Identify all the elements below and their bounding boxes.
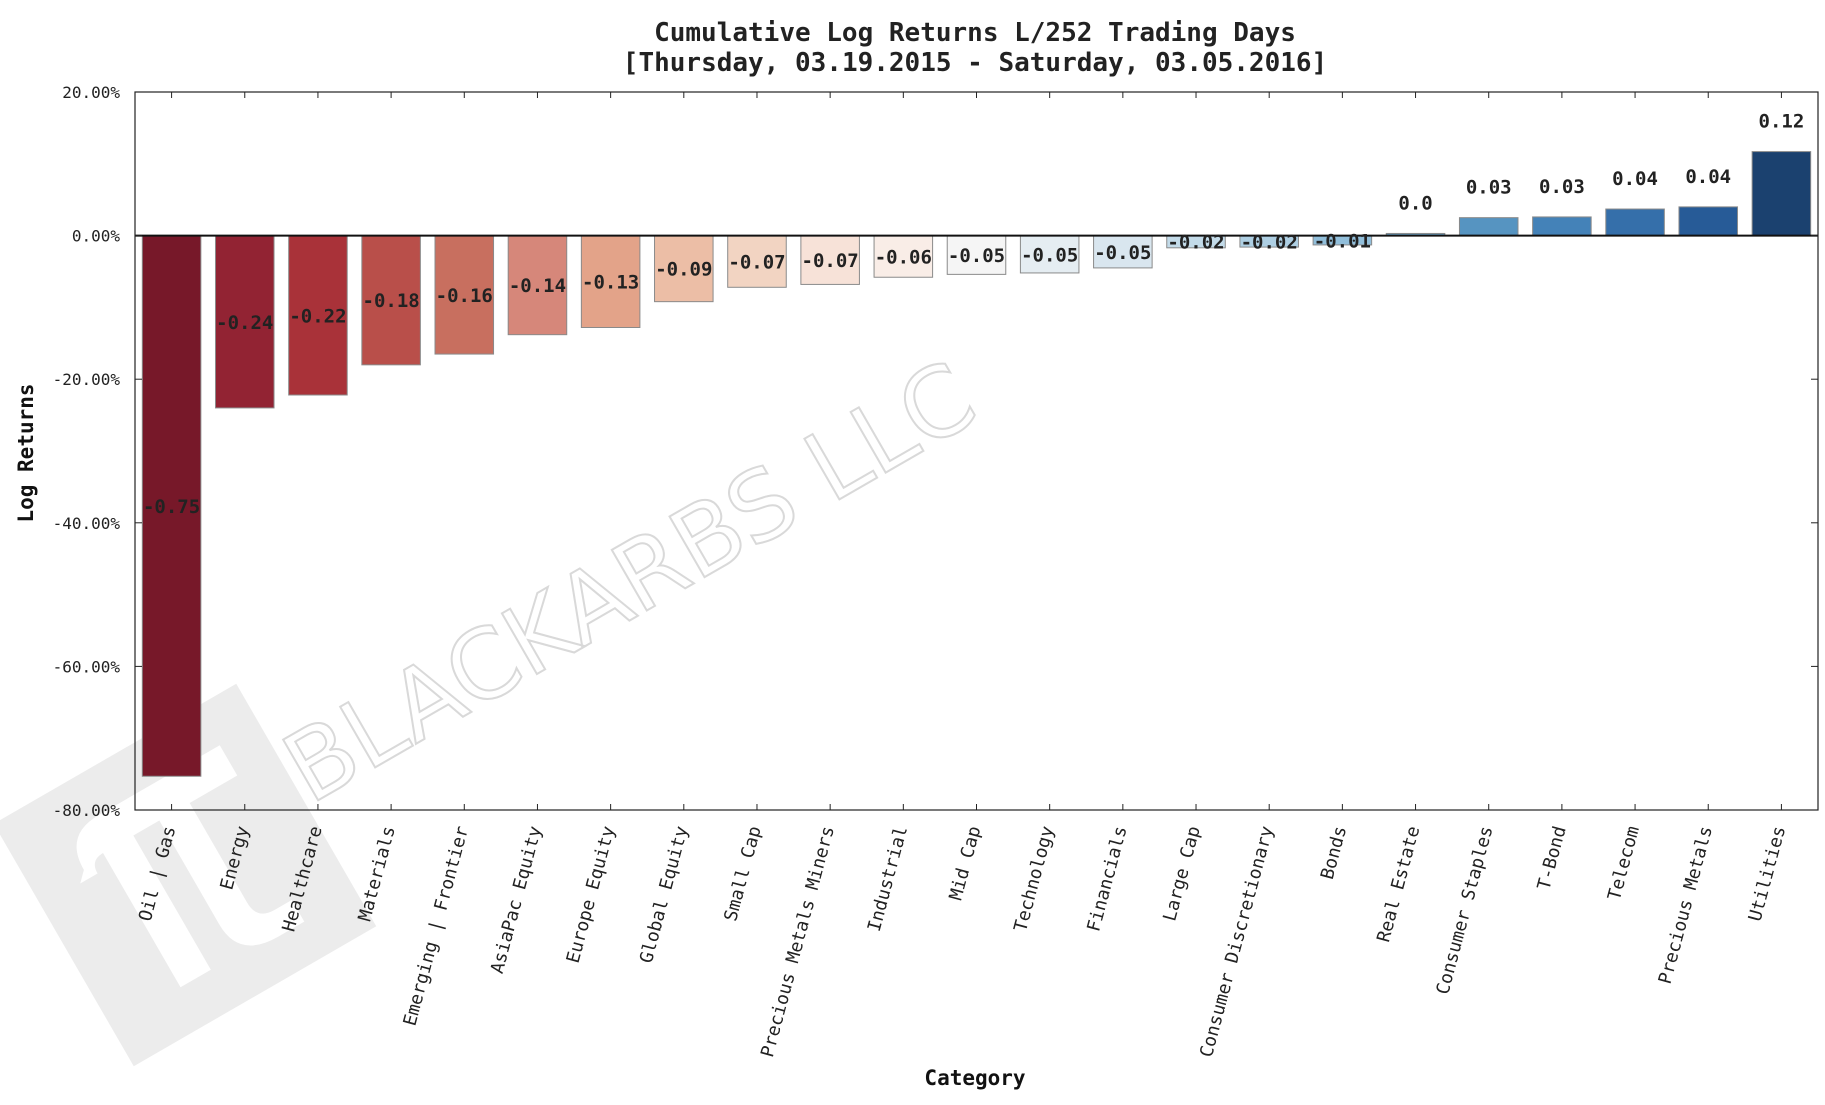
bar-4 — [434, 235, 495, 355]
category-label: AsiaPac Equity — [487, 824, 547, 976]
bar-6 — [580, 235, 641, 329]
data-label: -0.02 — [1167, 232, 1224, 254]
y-tick-label: -60.00% — [53, 657, 121, 676]
category-label: Telecom — [1604, 824, 1644, 903]
data-label: 0.03 — [1539, 176, 1585, 198]
data-label: -0.09 — [655, 259, 712, 281]
category-label: Precious Metals Miners — [757, 824, 839, 1060]
data-label: -0.24 — [216, 312, 273, 334]
data-label: -0.07 — [802, 250, 859, 272]
bar-0 — [141, 235, 202, 777]
data-label: 0.04 — [1612, 168, 1658, 190]
chart-subtitle: [Thursday, 03.19.2015 - Saturday, 03.05.… — [623, 48, 1327, 78]
category-label: Global Equity — [636, 824, 693, 966]
category-label: Real Estate — [1373, 824, 1424, 945]
category-label: Technology — [1010, 824, 1058, 934]
category-label: Large Cap — [1159, 824, 1205, 924]
data-label: -0.07 — [728, 251, 785, 273]
category-label: Emerging | Frontier — [400, 824, 474, 1028]
y-tick-label: -80.00% — [53, 801, 121, 820]
data-label: -0.16 — [436, 285, 493, 307]
data-label: -0.18 — [363, 290, 420, 312]
bar-12 — [1019, 235, 1080, 274]
data-label: -0.14 — [509, 275, 566, 297]
category-label: Financials — [1083, 824, 1131, 934]
data-labels-layer: -0.75 -0.24 -0.22 -0.18 -0.16 -0.14 -0.13 -0.09… — [143, 111, 1804, 518]
data-label: 0.03 — [1466, 177, 1512, 199]
bar-8 — [727, 235, 787, 288]
bar-20 — [1605, 208, 1665, 237]
x-axis-label: Category — [924, 1066, 1026, 1090]
data-label: -0.01 — [1314, 230, 1371, 252]
data-label: 0.12 — [1759, 111, 1805, 133]
bar-10 — [873, 235, 934, 278]
category-label: Industrial — [864, 824, 912, 934]
bar-18 — [1458, 217, 1519, 237]
bar-13 — [1093, 235, 1153, 269]
bar-21 — [1678, 206, 1739, 237]
y-tick-label: -20.00% — [53, 370, 121, 389]
bar-3 — [361, 235, 421, 366]
category-label: Consumer Discretionary — [1196, 824, 1278, 1060]
bar-19 — [1532, 216, 1592, 237]
data-label: -0.02 — [1241, 231, 1298, 253]
data-label: -0.75 — [143, 496, 200, 518]
category-label: Precious Metals — [1655, 824, 1717, 986]
bar-11 — [946, 235, 1007, 275]
chart-title: Cumulative Log Returns L/252 Trading Day… — [654, 18, 1296, 48]
category-label: Mid Cap — [945, 824, 985, 903]
data-label: -0.05 — [1094, 242, 1151, 264]
y-tick-label: -40.00% — [53, 514, 121, 533]
y-axis-ticks: 20.00% 0.00% -20.00% -40.00% -60.00% -80.00% — [53, 83, 1818, 820]
category-label: Europe Equity — [563, 824, 620, 966]
data-label: -0.13 — [582, 272, 639, 294]
category-label: Consumer Staples — [1432, 824, 1497, 997]
data-label: 0.04 — [1685, 166, 1731, 188]
data-label: 0.0 — [1398, 192, 1432, 214]
category-label: Utilities — [1745, 824, 1791, 924]
watermark-text: BLACKARBS LLC — [266, 340, 994, 825]
bars-layer — [141, 151, 1812, 777]
data-label: -0.06 — [875, 246, 932, 268]
data-label: -0.05 — [1021, 244, 1078, 266]
bar-5 — [507, 235, 568, 336]
y-tick-label: 20.00% — [62, 83, 120, 102]
bar-22 — [1751, 151, 1812, 237]
bar-7 — [654, 235, 714, 303]
bar-2 — [288, 235, 348, 396]
bar-9 — [800, 235, 860, 285]
y-tick-label: 0.00% — [72, 227, 121, 246]
pi-logo-icon — [0, 683, 377, 1067]
category-label: T-Bond — [1534, 824, 1571, 892]
y-axis-label: Log Returns — [14, 383, 38, 522]
category-label: Materials — [354, 824, 400, 924]
data-label: -0.22 — [289, 305, 346, 327]
category-label: Small Cap — [720, 824, 766, 924]
data-label: -0.05 — [948, 245, 1005, 267]
category-label: Bonds — [1317, 824, 1351, 882]
